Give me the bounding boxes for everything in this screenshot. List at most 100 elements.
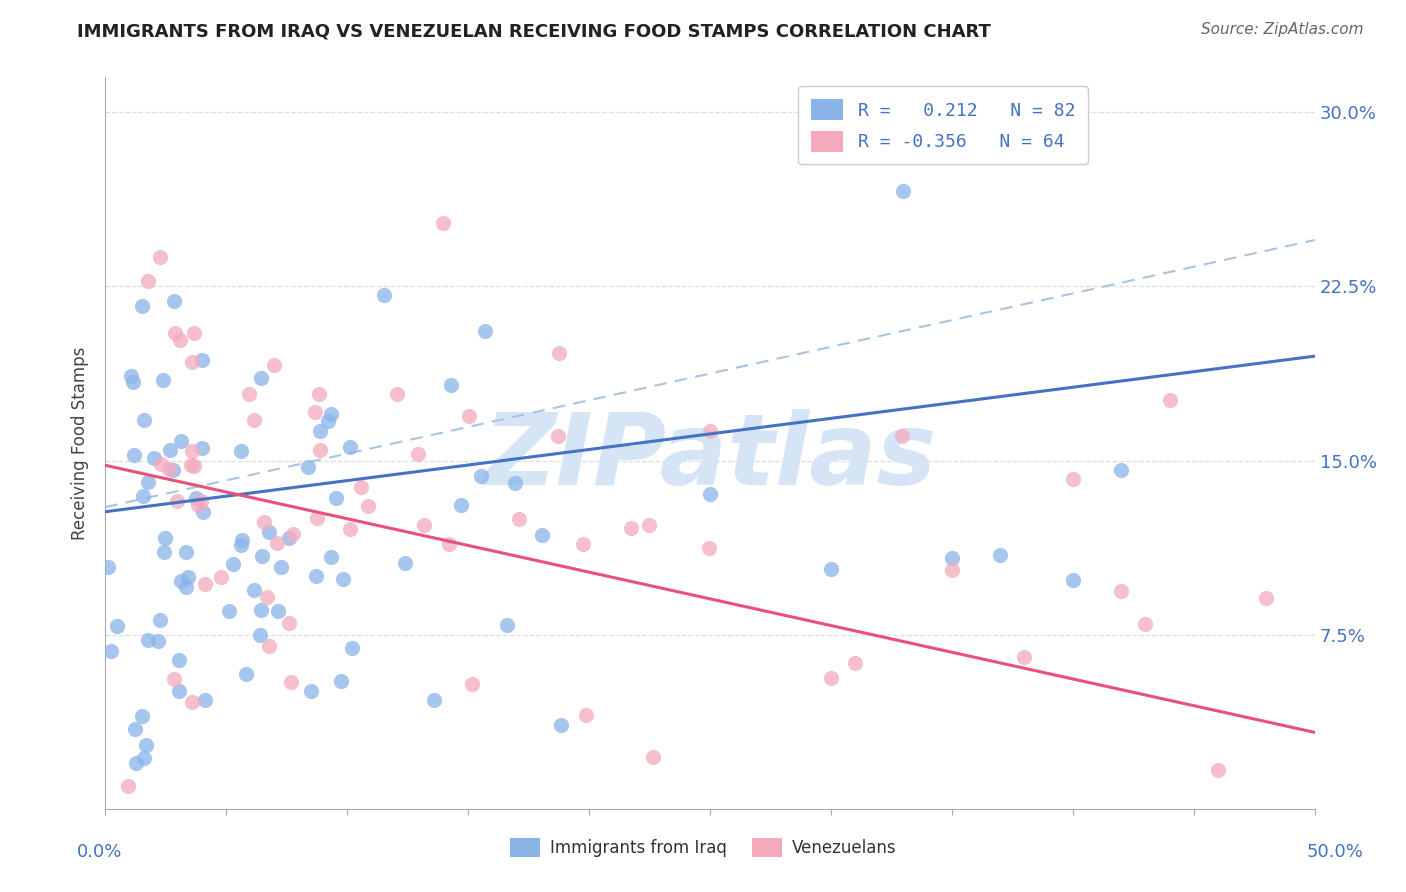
Point — [321, 549, 343, 564]
Point — [277, 531, 299, 545]
Point — [309, 442, 332, 457]
Point — [820, 561, 842, 575]
Point — [243, 413, 266, 427]
Point — [250, 603, 273, 617]
Point — [619, 520, 641, 534]
Point — [1109, 583, 1132, 598]
Point — [458, 409, 481, 423]
Point — [385, 387, 408, 401]
Point — [152, 373, 174, 387]
Point — [170, 434, 193, 448]
Y-axis label: Receiving Food Stamps: Receiving Food Stamps — [72, 346, 89, 540]
Point — [132, 489, 155, 503]
Point — [299, 684, 322, 698]
Point — [319, 407, 342, 421]
Point — [167, 684, 190, 698]
Point — [575, 708, 598, 723]
Point — [194, 577, 217, 591]
Point — [394, 557, 416, 571]
Point — [350, 480, 373, 494]
Point — [122, 448, 145, 462]
Point — [461, 677, 484, 691]
Point — [162, 463, 184, 477]
Point — [332, 572, 354, 586]
Point — [153, 545, 176, 559]
Point — [844, 656, 866, 670]
Point — [437, 537, 460, 551]
Point — [266, 535, 288, 549]
Point — [170, 574, 193, 589]
Point — [1206, 763, 1229, 777]
Point — [135, 738, 157, 752]
Point — [163, 672, 186, 686]
Point — [131, 299, 153, 313]
Point — [253, 515, 276, 529]
Text: 0.0%: 0.0% — [77, 843, 122, 861]
Text: IMMIGRANTS FROM IRAQ VS VENEZUELAN RECEIVING FOOD STAMPS CORRELATION CHART: IMMIGRANTS FROM IRAQ VS VENEZUELAN RECEI… — [77, 22, 991, 40]
Point — [163, 294, 186, 309]
Point — [308, 387, 330, 401]
Point — [238, 387, 260, 401]
Point — [891, 428, 914, 442]
Point — [340, 641, 363, 656]
Point — [257, 524, 280, 539]
Point — [988, 549, 1011, 563]
Text: Source: ZipAtlas.com: Source: ZipAtlas.com — [1201, 22, 1364, 37]
Point — [256, 590, 278, 604]
Point — [304, 405, 326, 419]
Point — [134, 412, 156, 426]
Point — [270, 559, 292, 574]
Text: ZIPatlas: ZIPatlas — [484, 409, 936, 507]
Point — [169, 333, 191, 347]
Point — [229, 538, 252, 552]
Point — [432, 215, 454, 229]
Point — [508, 512, 530, 526]
Point — [136, 274, 159, 288]
Point — [124, 723, 146, 737]
Point — [316, 414, 339, 428]
Point — [440, 377, 463, 392]
Point — [177, 570, 200, 584]
Point — [193, 505, 215, 519]
Point — [1062, 573, 1084, 587]
Point — [221, 557, 243, 571]
Point — [165, 326, 187, 340]
Point — [697, 541, 720, 555]
Point — [149, 458, 172, 472]
Point — [174, 580, 197, 594]
Point — [159, 443, 181, 458]
Point — [1256, 591, 1278, 606]
Point — [174, 545, 197, 559]
Point — [548, 346, 571, 360]
Point — [149, 613, 172, 627]
Point — [470, 469, 492, 483]
Point — [699, 487, 721, 501]
Point — [1014, 649, 1036, 664]
Point — [148, 250, 170, 264]
Point — [117, 779, 139, 793]
Point — [187, 499, 209, 513]
Point — [547, 429, 569, 443]
Point — [136, 475, 159, 490]
Point — [100, 644, 122, 658]
Point — [1062, 472, 1084, 486]
Point — [413, 517, 436, 532]
Point — [181, 355, 204, 369]
Point — [180, 458, 202, 472]
Point — [257, 639, 280, 653]
Point — [209, 570, 232, 584]
Point — [181, 695, 204, 709]
Point — [131, 709, 153, 723]
Point — [820, 672, 842, 686]
Point — [280, 674, 302, 689]
Point — [120, 369, 142, 384]
Point — [183, 459, 205, 474]
Point — [550, 718, 572, 732]
Point — [97, 560, 120, 574]
Point — [699, 424, 721, 438]
Point — [572, 537, 595, 551]
Point — [190, 494, 212, 508]
Point — [423, 693, 446, 707]
Point — [357, 499, 380, 513]
Point — [277, 616, 299, 631]
